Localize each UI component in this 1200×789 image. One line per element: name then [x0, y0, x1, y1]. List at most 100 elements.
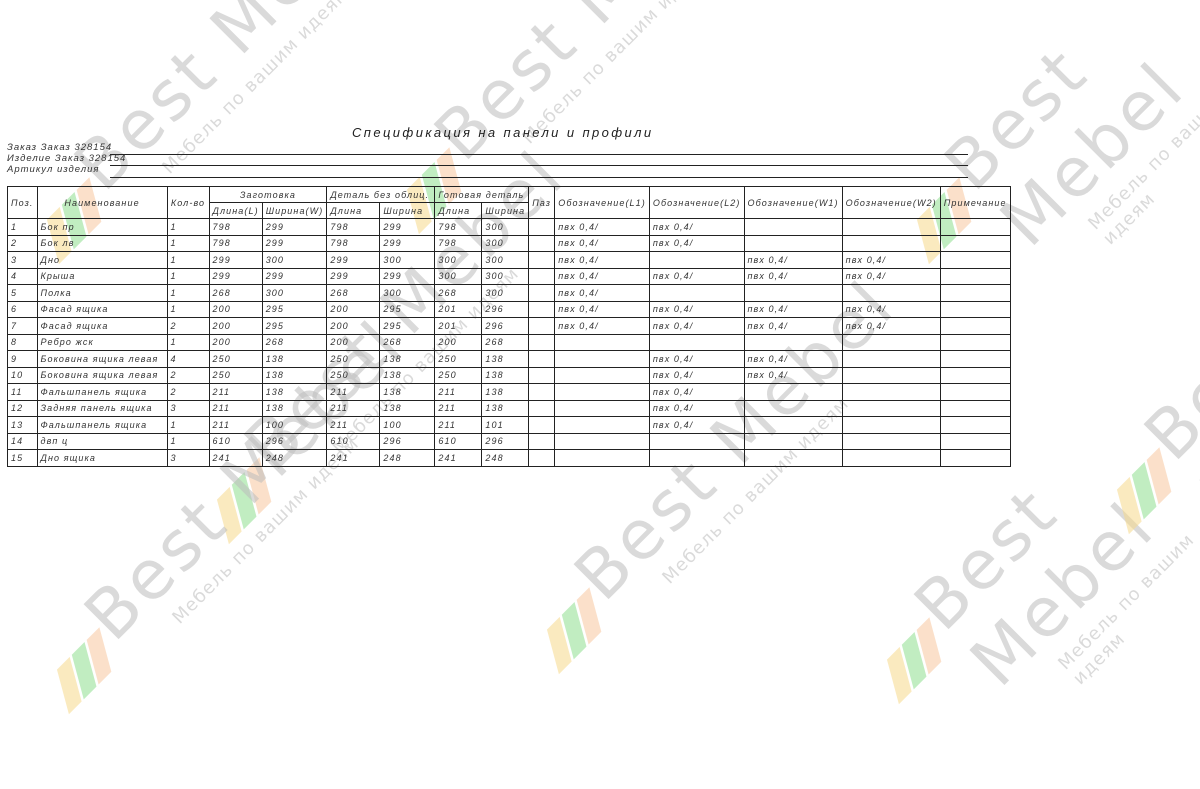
cell-blank-width: 248 — [261, 449, 328, 467]
cell-blank-length: 211 — [208, 383, 263, 401]
cell-detail-width: 300 — [379, 251, 436, 269]
table-row: 8 Ребро жск 1 200 268 200 268 200 268 — [7, 333, 1011, 351]
cell-detail-width: 138 — [379, 350, 436, 368]
cell-note — [939, 234, 1011, 252]
cell-edge-l2: пвх 0,4/ — [648, 383, 745, 401]
cell-pos: 7 — [7, 317, 38, 335]
cell-pos: 15 — [7, 449, 38, 467]
cell-finished-length: 211 — [434, 416, 483, 434]
cell-blank-width: 300 — [261, 284, 328, 302]
col-edge-l2: Обозначение(L2) — [648, 186, 745, 219]
cell-detail-length: 299 — [326, 251, 381, 269]
cell-finished-length: 798 — [434, 218, 483, 236]
logo-stripes-icon — [49, 627, 127, 715]
cell-edge-l1: пвх 0,4/ — [554, 267, 650, 285]
cell-blank-length: 250 — [208, 350, 263, 368]
table-row: 15 Дно ящика 3 241 248 241 248 241 248 — [7, 449, 1011, 467]
table-row: 13 Фальшпанель ящика 1 211 100 211 100 211 101 пв… — [7, 416, 1011, 434]
col-edge-l1: Обозначение(L1) — [554, 186, 650, 219]
cell-edge-l2 — [648, 284, 745, 302]
cell-detail-length: 250 — [326, 350, 381, 368]
cell-name: Дно — [36, 251, 168, 269]
cell-name: Боковина ящика левая — [36, 366, 168, 384]
cell-qty: 1 — [166, 284, 210, 302]
cell-name: Бок пр — [36, 218, 168, 236]
cell-pos: 6 — [7, 300, 38, 318]
cell-finished-width: 101 — [481, 416, 530, 434]
cell-groove — [528, 432, 556, 450]
cell-note — [939, 366, 1011, 384]
cell-pos: 8 — [7, 333, 38, 351]
cell-note — [939, 449, 1011, 467]
cell-finished-width: 300 — [481, 284, 530, 302]
cell-groove — [528, 218, 556, 236]
cell-note — [939, 317, 1011, 335]
cell-edge-w1 — [743, 383, 843, 401]
table-row: 5 Полка 1 268 300 268 300 268 300 пвх 0,4/ — [7, 284, 1011, 302]
header-subrow: Длина(L) Ширина(W) Длина Ширина Длина Ши… — [8, 202, 1011, 219]
cell-finished-width: 138 — [481, 383, 530, 401]
cell-groove — [528, 284, 556, 302]
cell-detail-width: 299 — [379, 218, 436, 236]
cell-note — [939, 218, 1011, 236]
cell-edge-w1 — [743, 432, 843, 450]
cell-detail-width: 138 — [379, 383, 436, 401]
col-edge-w2: Обозначение(W2) — [841, 186, 941, 219]
cell-groove — [528, 234, 556, 252]
cell-edge-l1 — [554, 416, 650, 434]
cell-qty: 1 — [166, 234, 210, 252]
cell-note — [939, 383, 1011, 401]
cell-edge-w2: пвх 0,4/ — [841, 267, 941, 285]
cell-edge-l2: пвх 0,4/ — [648, 366, 745, 384]
cell-name: двп ц — [36, 432, 168, 450]
cell-groove — [528, 350, 556, 368]
cell-blank-width: 138 — [261, 350, 328, 368]
header-row: Поз. Наименование Кол-во Заготовка Детал… — [7, 186, 1011, 219]
cell-edge-w2 — [841, 399, 941, 417]
cell-detail-width: 248 — [379, 449, 436, 467]
cell-edge-l2 — [648, 251, 745, 269]
cell-blank-width: 299 — [261, 218, 328, 236]
cell-qty: 1 — [166, 300, 210, 318]
cell-pos: 3 — [7, 251, 38, 269]
col-note: Примечание — [939, 186, 1011, 219]
cell-edge-w2 — [841, 432, 941, 450]
cell-finished-width: 300 — [481, 251, 530, 269]
cell-detail-width: 300 — [379, 284, 436, 302]
cell-blank-length: 211 — [208, 399, 263, 417]
cell-detail-length: 798 — [326, 234, 381, 252]
cell-edge-w1 — [743, 399, 843, 417]
watermark-brand: Best Mebel — [60, 0, 411, 206]
col-finished-length: Длина — [434, 202, 483, 219]
cell-detail-width: 296 — [379, 432, 436, 450]
order-label: Заказ Заказ 328154 — [7, 142, 113, 153]
cell-finished-width: 300 — [481, 234, 530, 252]
logo-stripes-icon — [879, 617, 957, 705]
cell-groove — [528, 383, 556, 401]
cell-finished-width: 300 — [481, 267, 530, 285]
cell-qty: 1 — [166, 416, 210, 434]
divider — [110, 177, 968, 178]
col-blank: Заготовка — [208, 186, 328, 203]
cell-qty: 3 — [166, 449, 210, 467]
cell-finished-length: 241 — [434, 449, 483, 467]
cell-finished-width: 296 — [481, 300, 530, 318]
cell-edge-w1: пвх 0,4/ — [743, 300, 843, 318]
cell-finished-length: 211 — [434, 399, 483, 417]
cell-groove — [528, 366, 556, 384]
cell-name: Крыша — [36, 267, 168, 285]
cell-finished-length: 201 — [434, 317, 483, 335]
cell-finished-length: 201 — [434, 300, 483, 318]
table-row: 3 Дно 1 299 300 299 300 300 300 пвх 0,4/пвх 0,4/п… — [7, 251, 1011, 269]
cell-edge-w2: пвх 0,4/ — [841, 317, 941, 335]
cell-name: Полка — [36, 284, 168, 302]
cell-qty: 2 — [166, 383, 210, 401]
cell-blank-length: 211 — [208, 416, 263, 434]
col-edge-w1: Обозначение(W1) — [743, 186, 843, 219]
cell-blank-width: 296 — [261, 432, 328, 450]
cell-blank-length: 200 — [208, 333, 263, 351]
cell-edge-w2 — [841, 284, 941, 302]
cell-groove — [528, 251, 556, 269]
cell-qty: 3 — [166, 399, 210, 417]
cell-finished-width: 248 — [481, 449, 530, 467]
